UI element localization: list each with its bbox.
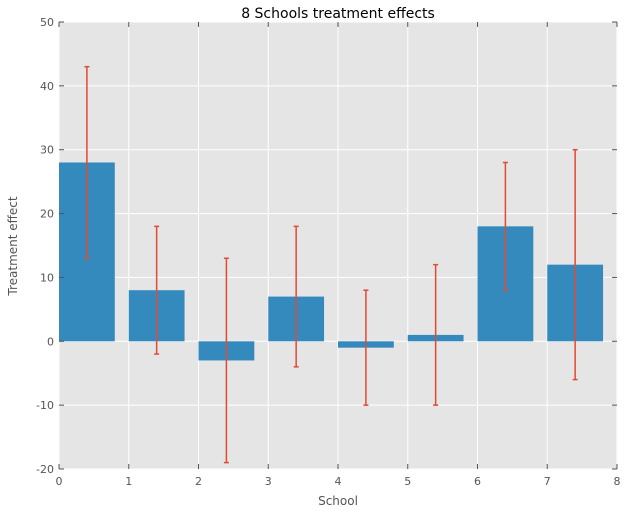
error-bar (223, 257, 229, 464)
y-tick-label: 10 (40, 271, 54, 284)
y-tick-label: -20 (36, 463, 54, 476)
x-tick-label: 8 (614, 475, 621, 488)
error-bar (293, 225, 299, 368)
chart-title: 8 Schools treatment effects (241, 6, 435, 22)
error-bars (84, 65, 578, 464)
x-tick-label: 0 (56, 475, 63, 488)
y-tick-label: 30 (40, 144, 54, 157)
error-bar (363, 289, 369, 406)
x-tick-label: 7 (544, 475, 551, 488)
y-axis-label: Treatment effect (6, 196, 20, 297)
y-ticks: -20 -10 0 10 20 30 40 50 (36, 16, 617, 476)
x-tick-label: 6 (474, 475, 481, 488)
y-tick-label: 50 (40, 16, 54, 29)
error-bar (433, 263, 439, 406)
error-bar (84, 65, 90, 260)
x-tick-label: 2 (195, 475, 202, 488)
x-tick-label: 5 (404, 475, 411, 488)
x-tick-label: 3 (265, 475, 272, 488)
x-ticks: 0 1 2 3 4 5 6 7 8 (56, 22, 621, 488)
y-tick-label: -10 (36, 399, 54, 412)
x-axis-label: School (318, 494, 358, 508)
x-tick-label: 4 (335, 475, 342, 488)
x-tick-label: 1 (125, 475, 132, 488)
error-bar (572, 148, 578, 381)
y-tick-label: 0 (47, 335, 54, 348)
y-tick-label: 40 (40, 80, 54, 93)
error-bar (154, 225, 160, 355)
y-tick-label: 20 (40, 208, 54, 221)
error-bar (502, 161, 508, 291)
